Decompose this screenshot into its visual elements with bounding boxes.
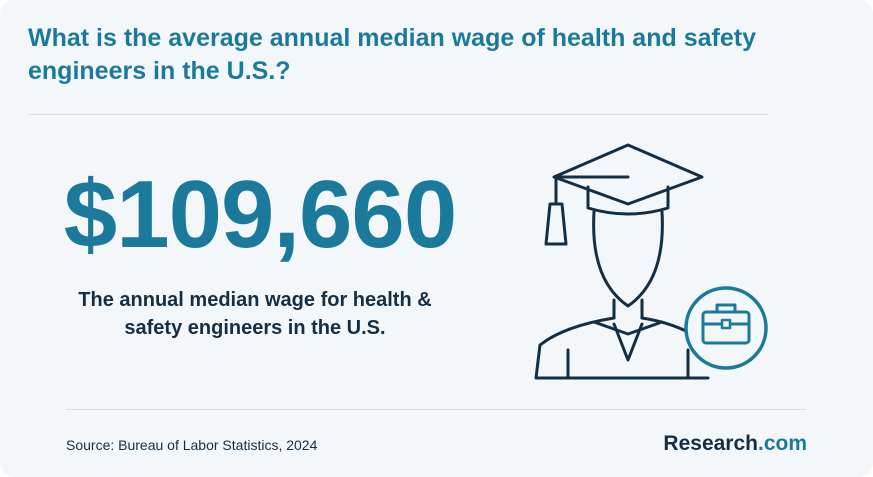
source-text: Source: Bureau of Labor Statistics, 2024: [66, 437, 318, 453]
brand-logo[interactable]: Research.com: [663, 431, 807, 457]
bottom-divider: [66, 409, 806, 410]
brand-suffix: .com: [757, 432, 807, 455]
wage-caption: The annual median wage for health & safe…: [78, 289, 432, 339]
top-divider: [28, 114, 768, 115]
brand-name: Research: [663, 432, 758, 455]
wage-value: $109,660: [63, 161, 457, 268]
graduate-with-briefcase-icon: [534, 143, 768, 380]
page-title: What is the average annual median wage o…: [28, 24, 756, 85]
